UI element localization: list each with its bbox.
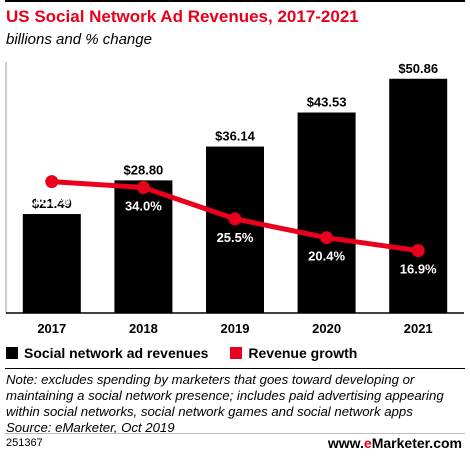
legend-item-revenues: Social network ad revenues bbox=[6, 345, 208, 361]
chart-plot: $21.49 2017 $28.80 2018 $36.14 2019 $43.53 2020… bbox=[5, 61, 464, 336]
note-line-1: Note: excludes spending by marketers tha… bbox=[6, 372, 415, 387]
x-tick-label: 2018 bbox=[129, 321, 158, 336]
top-rule bbox=[5, 0, 465, 2]
legend-swatch-revenues bbox=[6, 347, 18, 359]
footer-divider bbox=[5, 433, 465, 434]
legend-swatch-growth bbox=[230, 347, 243, 359]
bar-2019 bbox=[206, 146, 264, 313]
brand-prefix: www. bbox=[327, 435, 364, 451]
bar-value-label: $43.53 bbox=[307, 95, 347, 110]
note-line-2: maintaining a social network presence; i… bbox=[6, 388, 444, 403]
legend-label-growth: Revenue growth bbox=[248, 345, 358, 361]
growth-value-label: 20.4% bbox=[308, 249, 345, 264]
growth-point-2021 bbox=[411, 244, 425, 258]
note-line-3: within social networks, social network g… bbox=[6, 404, 413, 419]
growth-value-label: 34.0% bbox=[125, 199, 162, 214]
x-tick-label: 2020 bbox=[312, 321, 341, 336]
legend-item-growth: Revenue growth bbox=[230, 345, 357, 361]
growth-value-label: 35.6% bbox=[33, 193, 70, 208]
brand-accent: e bbox=[363, 435, 372, 451]
growth-point-2019 bbox=[228, 212, 242, 226]
growth-value-label: 16.9% bbox=[400, 262, 437, 277]
bar-value-label: $28.80 bbox=[124, 162, 164, 177]
bar-2021 bbox=[389, 78, 448, 313]
chart-subtitle: billions and % change bbox=[6, 31, 152, 48]
chart-title: US Social Network Ad Revenues, 2017-2021 bbox=[6, 7, 359, 26]
x-tick-label: 2021 bbox=[404, 321, 433, 336]
growth-point-2018 bbox=[136, 181, 150, 194]
legend-label-revenues: Social network ad revenues bbox=[24, 345, 209, 361]
bar-2017 bbox=[22, 214, 81, 313]
legend: Social network ad revenues Revenue growt… bbox=[6, 343, 379, 363]
notes-divider bbox=[5, 368, 465, 369]
bar-value-label: $50.86 bbox=[398, 61, 438, 76]
chart-id: 251367 bbox=[6, 437, 43, 449]
bar-value-label: $36.14 bbox=[215, 129, 256, 144]
bar-value-label: $21.49 bbox=[32, 196, 72, 211]
chart-notes: Note: excludes spending by marketers tha… bbox=[6, 372, 466, 436]
brand-logo[interactable]: www.eMarketer.com bbox=[328, 435, 462, 451]
growth-value-label: 25.5% bbox=[217, 230, 254, 245]
x-tick-label: 2017 bbox=[37, 321, 66, 336]
bar-2020 bbox=[297, 112, 356, 313]
brand-suffix: Marketer.com bbox=[371, 435, 462, 451]
bar-2018 bbox=[114, 180, 173, 313]
source-line: Source: eMarketer, Oct 2019 bbox=[6, 420, 175, 435]
growth-point-2017 bbox=[45, 175, 59, 189]
growth-point-2020 bbox=[320, 231, 334, 245]
x-tick-label: 2019 bbox=[221, 321, 250, 336]
